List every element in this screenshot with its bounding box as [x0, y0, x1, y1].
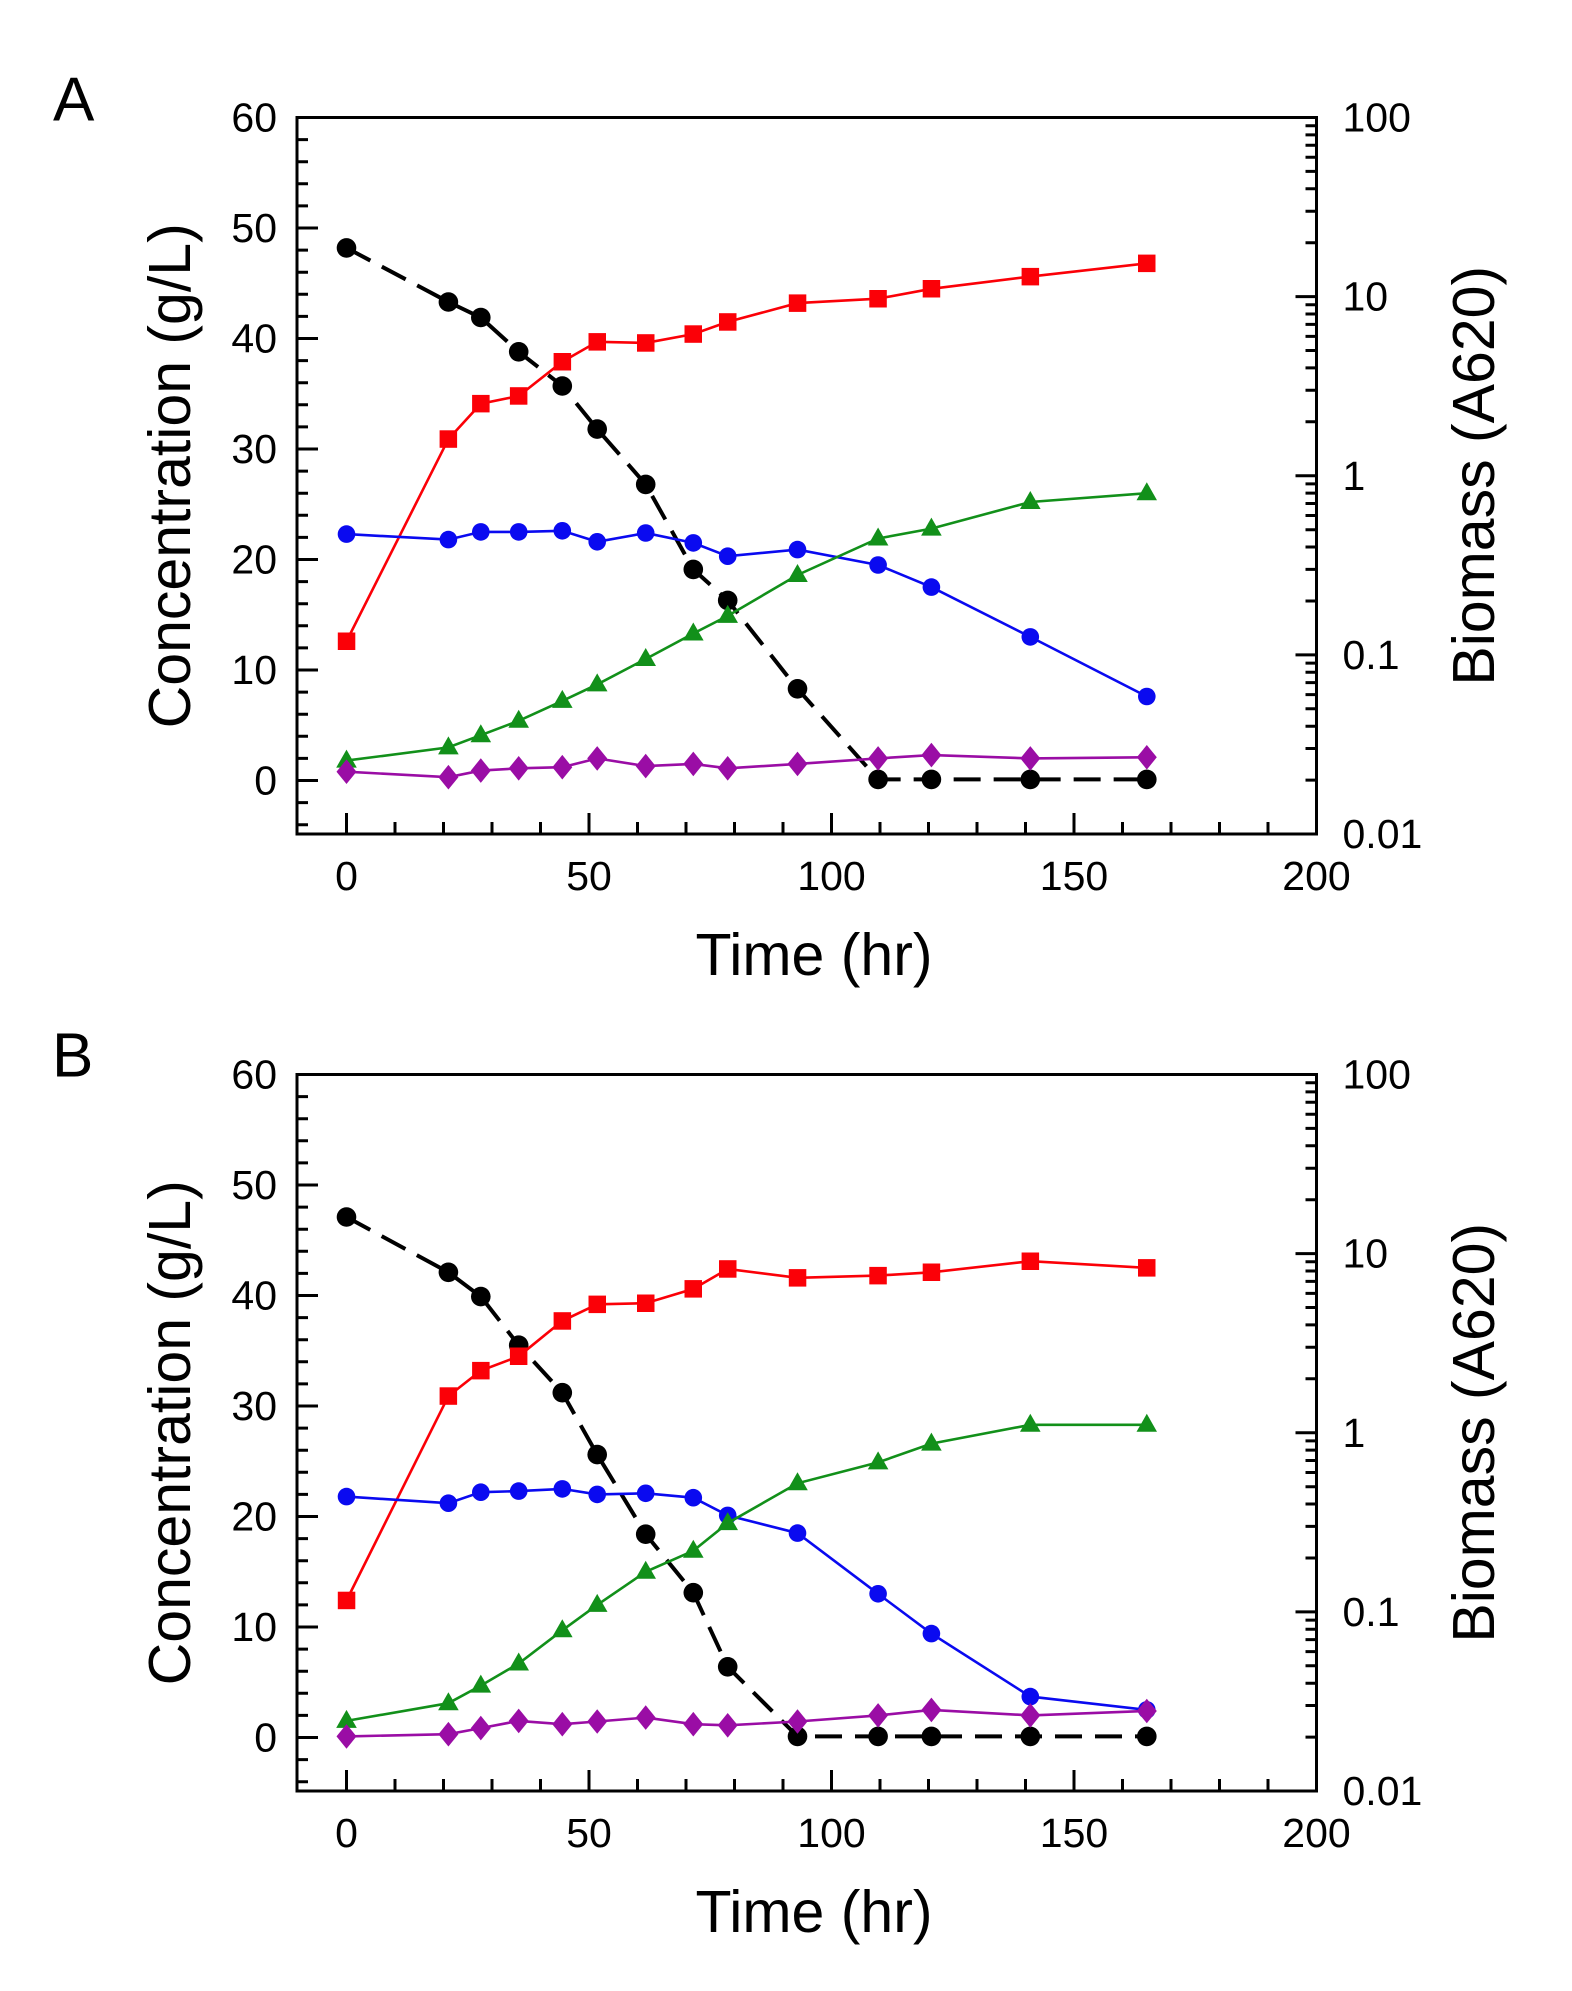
svg-text:200: 200: [1282, 853, 1350, 899]
svg-text:20: 20: [231, 537, 277, 583]
svg-text:Biomass (A620): Biomass (A620): [1441, 266, 1507, 686]
svg-text:B: B: [52, 1022, 93, 1091]
svg-text:Concentration (g/L): Concentration (g/L): [137, 1180, 203, 1685]
svg-text:50: 50: [566, 1810, 612, 1856]
svg-text:30: 30: [231, 426, 277, 472]
svg-text:100: 100: [797, 853, 865, 899]
svg-text:0: 0: [254, 758, 277, 804]
svg-text:20: 20: [231, 1494, 277, 1540]
svg-text:Time (hr): Time (hr): [695, 922, 932, 988]
svg-text:A: A: [53, 66, 95, 135]
svg-text:0: 0: [335, 1810, 358, 1856]
svg-text:10: 10: [231, 1604, 277, 1650]
svg-text:100: 100: [1343, 1052, 1411, 1098]
svg-text:50: 50: [231, 1162, 277, 1208]
svg-text:200: 200: [1282, 1810, 1350, 1856]
svg-text:100: 100: [1343, 95, 1411, 141]
svg-text:Concentration (g/L): Concentration (g/L): [137, 223, 203, 728]
svg-text:40: 40: [231, 1273, 277, 1319]
svg-text:0.01: 0.01: [1343, 1768, 1423, 1814]
svg-text:Biomass (A620): Biomass (A620): [1441, 1223, 1507, 1643]
svg-text:0: 0: [254, 1715, 277, 1761]
svg-text:50: 50: [566, 853, 612, 899]
svg-text:60: 60: [231, 95, 277, 141]
svg-text:40: 40: [231, 316, 277, 362]
svg-text:0.1: 0.1: [1343, 1589, 1400, 1635]
svg-text:150: 150: [1040, 853, 1108, 899]
svg-text:0.01: 0.01: [1343, 811, 1423, 857]
svg-text:0.1: 0.1: [1343, 632, 1400, 678]
svg-text:1: 1: [1343, 453, 1366, 499]
svg-text:30: 30: [231, 1383, 277, 1429]
svg-text:100: 100: [797, 1810, 865, 1856]
svg-text:10: 10: [1343, 274, 1389, 320]
svg-text:10: 10: [1343, 1231, 1389, 1277]
svg-text:Time (hr): Time (hr): [695, 1879, 932, 1945]
svg-text:50: 50: [231, 205, 277, 251]
svg-text:1: 1: [1343, 1410, 1366, 1456]
svg-text:150: 150: [1040, 1810, 1108, 1856]
svg-text:10: 10: [231, 647, 277, 693]
svg-text:0: 0: [335, 853, 358, 899]
svg-text:60: 60: [231, 1052, 277, 1098]
